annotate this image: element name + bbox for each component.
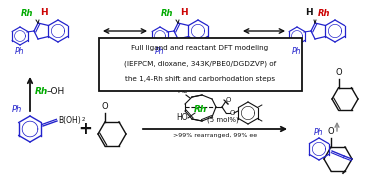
Text: Rh: Rh: [35, 88, 48, 97]
Text: Rh: Rh: [194, 105, 206, 115]
Text: +: +: [78, 120, 92, 138]
Text: Full ligand and reactant DFT modeling: Full ligand and reactant DFT modeling: [131, 45, 269, 51]
Text: Ph: Ph: [15, 47, 25, 56]
Text: Ph: Ph: [292, 47, 302, 56]
Text: Me: Me: [178, 88, 188, 94]
Text: O: O: [328, 127, 334, 136]
Text: >99% rearranged, 99% ee: >99% rearranged, 99% ee: [173, 133, 257, 138]
Text: O: O: [230, 110, 235, 116]
Text: O: O: [102, 102, 108, 111]
Text: Ph: Ph: [12, 105, 22, 114]
Text: H: H: [180, 8, 188, 17]
Text: Ph: Ph: [314, 128, 324, 137]
Text: B(OH): B(OH): [58, 115, 81, 125]
Text: (5 mol%): (5 mol%): [207, 117, 239, 123]
Text: Rh: Rh: [20, 9, 33, 18]
Text: Rh: Rh: [318, 9, 330, 18]
Text: H: H: [40, 8, 48, 17]
FancyBboxPatch shape: [98, 37, 302, 91]
Text: 2: 2: [82, 117, 85, 122]
Text: –OH: –OH: [47, 88, 65, 97]
Text: Ph: Ph: [155, 47, 165, 56]
Text: Rh: Rh: [161, 9, 173, 18]
Text: HO: HO: [176, 114, 188, 122]
Text: H: H: [305, 8, 313, 17]
Text: O: O: [335, 68, 342, 77]
Text: the 1,4-Rh shift and carborhodation steps: the 1,4-Rh shift and carborhodation step…: [125, 76, 275, 82]
Text: O: O: [226, 97, 231, 103]
Text: (IEFPCM, dioxane, 343K/PBE0/DGDZVP) of: (IEFPCM, dioxane, 343K/PBE0/DGDZVP) of: [124, 61, 276, 67]
